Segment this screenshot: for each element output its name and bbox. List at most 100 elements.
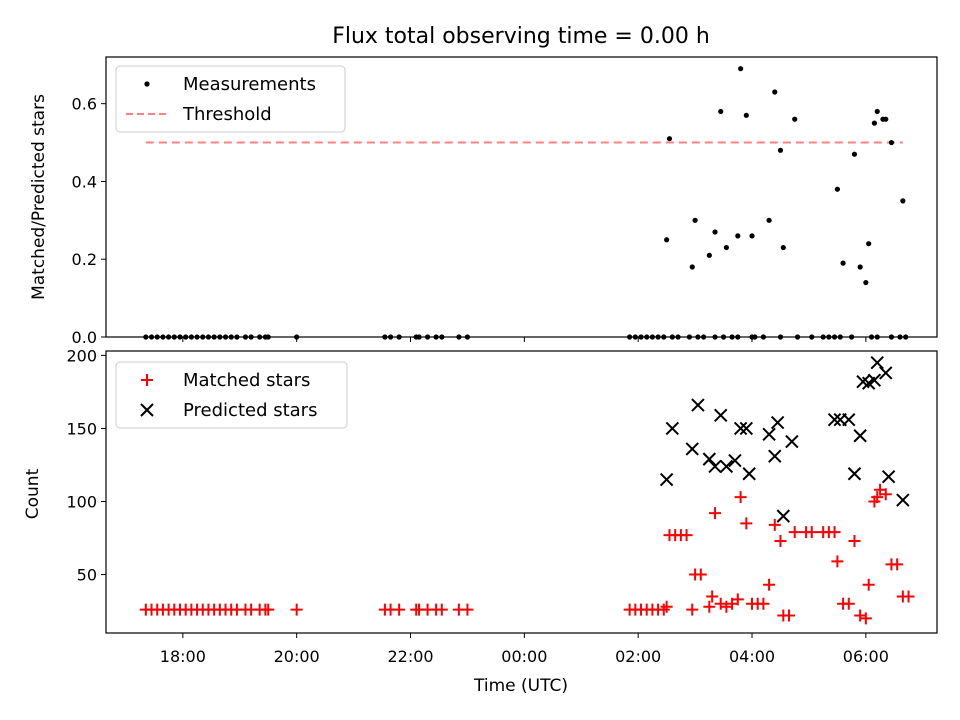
matched-stars-point [660,600,673,613]
legend-matched-label: Matched stars [183,370,310,391]
measurements-point [692,217,698,223]
predicted-stars-point [728,453,742,468]
measurements-point [772,89,778,95]
predicted-stars-point [665,421,680,436]
predicted-stars-point [853,429,867,443]
legend-predicted-marker [140,403,154,417]
bottom-x-axis: 18:00 20:00 22:00 00:00 02:00 04:00 06:00 [160,633,889,666]
legend-predicted-label: Predicted stars [183,400,317,421]
matched-stars-point [709,507,722,520]
measurements-point [840,260,846,266]
bottom-y-axis-label: Count [23,468,43,519]
matched-stars-point [768,518,781,531]
measurements-point [743,112,749,118]
x-axis-label: Time (UTC) [473,676,568,696]
x-tick-label: 04:00 [729,647,775,666]
legend-threshold-label: Threshold [182,104,272,125]
measurements-point [792,116,798,122]
bottom-y-tick-label: 150 [66,419,97,438]
bottom-y-tick-label: 100 [66,492,97,511]
predicted-stars-point [719,459,734,474]
predicted-stars-point [714,408,728,422]
matched-stars-point [731,593,744,606]
bottom-plot-marks [139,355,915,625]
predicted-stars-point [742,467,756,481]
matched-stars-point [686,603,699,616]
matched-stars-point [720,600,733,613]
measurements-point [689,264,695,270]
measurements-point [664,237,670,243]
top-legend-box [115,65,346,133]
bottom-legend-box [115,361,348,429]
predicted-stars-point [870,355,884,370]
predicted-stars-point [733,421,748,436]
matched-stars-point [788,526,801,539]
measurements-point [666,136,673,142]
matched-stars-point [657,603,670,616]
matched-stars-point [740,517,753,530]
measurements-point [888,139,895,146]
predicted-stars-point [881,469,896,484]
predicted-stars-point [896,493,910,507]
top-y-axis: 0.0 0.2 0.4 0.6 [72,95,106,347]
predicted-stars-point [785,434,799,449]
predicted-stars-point [708,459,722,474]
x-tick-label: 22:00 [387,647,433,666]
measurements-point [738,66,744,72]
legend-matched-marker [141,374,153,386]
matched-stars-point [763,578,776,591]
matched-stars-point [854,609,867,622]
bottom-y-tick-label: 200 [66,346,97,365]
matched-stars-point [783,609,796,622]
measurements-point [780,244,786,251]
measurements-point [712,229,718,235]
matched-stars-point [290,603,303,616]
matched-stars-point [262,603,275,616]
measurements-point [834,186,840,192]
top-x-ticks [182,337,867,342]
matched-stars-point [435,603,448,616]
measurements-point [857,264,863,270]
bottom-y-axis: 50 100 150 200 [66,346,106,585]
matched-stars-point [842,597,855,610]
matched-stars-point [393,603,406,616]
top-y-tick-label: 0.6 [72,95,97,114]
measurements-point [749,233,755,239]
chart-title: Flux total observing time = 0.00 h [332,24,710,49]
predicted-stars-point [685,442,699,456]
matched-stars-point [680,529,693,542]
predicted-stars-point [768,449,782,463]
predicted-stars-point [702,452,717,466]
predicted-stars-point [879,366,893,380]
measurements-point [883,116,889,122]
x-tick-label: 20:00 [274,647,320,666]
x-tick-label: 00:00 [501,647,547,666]
measurements-point [874,108,880,115]
matched-stars-point [703,600,716,613]
matched-stars-point [879,488,892,501]
matched-stars-point [831,555,844,568]
bottom-panel: 50 100 150 200 18:00 20:00 22:00 00:00 02:00 04:… [23,346,938,696]
top-axes-frame [105,56,938,338]
matched-stars-point [694,568,707,581]
top-y-axis-label: Matched/Predicted stars [29,94,49,300]
bottom-legend: Matched stars Predicted stars [115,361,348,429]
predicted-stars-point [776,509,791,523]
predicted-stars-point [659,472,674,487]
matched-stars-point [461,603,474,616]
top-legend: Measurements Threshold [115,65,346,133]
measurements-point [900,198,906,204]
matched-stars-point [891,558,904,571]
x-tick-label: 02:00 [615,647,661,666]
measurements-point [718,108,724,115]
top-y-tick-label: 0.4 [72,172,97,191]
legend-measurements-marker [144,81,150,87]
matched-stars-point [774,534,787,547]
measurements-point [777,147,784,153]
predicted-stars-point [842,412,856,427]
matched-stars-point [714,597,727,610]
measurements-point [863,279,869,286]
top-y-tick-label: 0.0 [72,328,97,347]
matched-stars-point [706,590,719,603]
